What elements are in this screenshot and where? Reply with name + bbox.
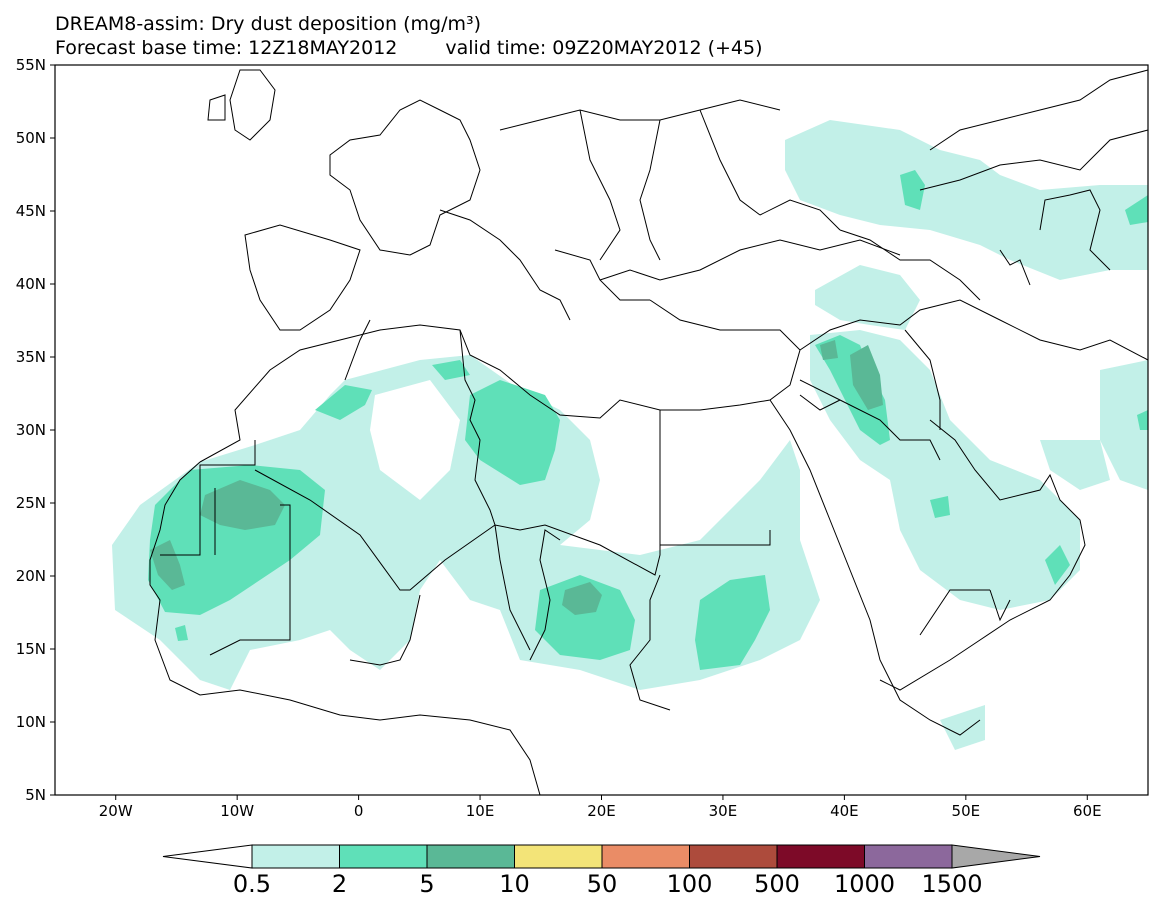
colorbar-legend: 0.5 2 5 10 50 100 500 1000 1500 bbox=[162, 844, 1041, 898]
colorbar-bin bbox=[864, 844, 953, 869]
lat-tick-label: 50N bbox=[16, 129, 46, 147]
colorbar-label: 500 bbox=[754, 870, 800, 898]
colorbar-label: 1500 bbox=[921, 870, 982, 898]
lat-tick-label: 5N bbox=[25, 786, 46, 804]
lon-tick-label: 10W bbox=[220, 802, 254, 820]
lat-tick-label: 30N bbox=[16, 421, 46, 439]
lat-tick-label: 25N bbox=[16, 494, 46, 512]
latitude-axis: 55N 50N 45N 40N 35N 30N 25N 20N 15N 10N 5N bbox=[16, 56, 55, 804]
lat-tick-label: 45N bbox=[16, 202, 46, 220]
colorbar-over-arrow bbox=[951, 844, 1041, 869]
colorbar-label: 0.5 bbox=[233, 870, 271, 898]
colorbar-label: 10 bbox=[499, 870, 530, 898]
dust-field-medium bbox=[148, 170, 1148, 670]
coastlines-and-borders bbox=[149, 69, 1148, 795]
colorbar-label: 2 bbox=[332, 870, 347, 898]
colorbar-label: 50 bbox=[587, 870, 618, 898]
dust-field-light bbox=[112, 120, 1148, 750]
colorbar-bin bbox=[339, 844, 428, 869]
colorbar-bin bbox=[776, 844, 865, 869]
colorbar-bin bbox=[689, 844, 778, 869]
lon-tick-label: 20W bbox=[99, 802, 133, 820]
map-subtitle: Forecast base time: 12Z18MAY2012 valid ti… bbox=[55, 38, 763, 58]
lat-tick-label: 20N bbox=[16, 567, 46, 585]
lat-tick-label: 40N bbox=[16, 275, 46, 293]
colorbar-bin bbox=[514, 844, 603, 869]
lon-tick-label: 30E bbox=[709, 802, 738, 820]
lon-tick-label: 10E bbox=[466, 802, 495, 820]
map-plot-area bbox=[112, 69, 1148, 795]
map-title: DREAM8-assim: Dry dust deposition (mg/m³… bbox=[55, 13, 482, 35]
longitude-axis: 20W 10W 0 10E 20E 30E 40E 50E 60E bbox=[99, 795, 1102, 820]
lon-tick-label: 50E bbox=[952, 802, 981, 820]
colorbar-label: 5 bbox=[419, 870, 434, 898]
lon-tick-label: 20E bbox=[587, 802, 616, 820]
colorbar-bin bbox=[426, 844, 515, 869]
colorbar-bin bbox=[251, 844, 340, 869]
valid-time: valid time: 09Z20MAY2012 (+45) bbox=[445, 37, 763, 59]
colorbar-label: 100 bbox=[667, 870, 713, 898]
lon-tick-label: 0 bbox=[354, 802, 364, 820]
forecast-base-time: Forecast base time: 12Z18MAY2012 bbox=[55, 37, 398, 59]
lon-tick-label: 60E bbox=[1073, 802, 1102, 820]
lat-tick-label: 55N bbox=[16, 56, 46, 74]
dust-field-dark bbox=[150, 340, 883, 615]
colorbar-label: 1000 bbox=[834, 870, 895, 898]
colorbar-under-arrow bbox=[162, 844, 253, 869]
lon-tick-label: 40E bbox=[830, 802, 859, 820]
colorbar-bin bbox=[601, 844, 690, 869]
lat-tick-label: 35N bbox=[16, 348, 46, 366]
lat-tick-label: 10N bbox=[16, 713, 46, 731]
lat-tick-label: 15N bbox=[16, 640, 46, 658]
